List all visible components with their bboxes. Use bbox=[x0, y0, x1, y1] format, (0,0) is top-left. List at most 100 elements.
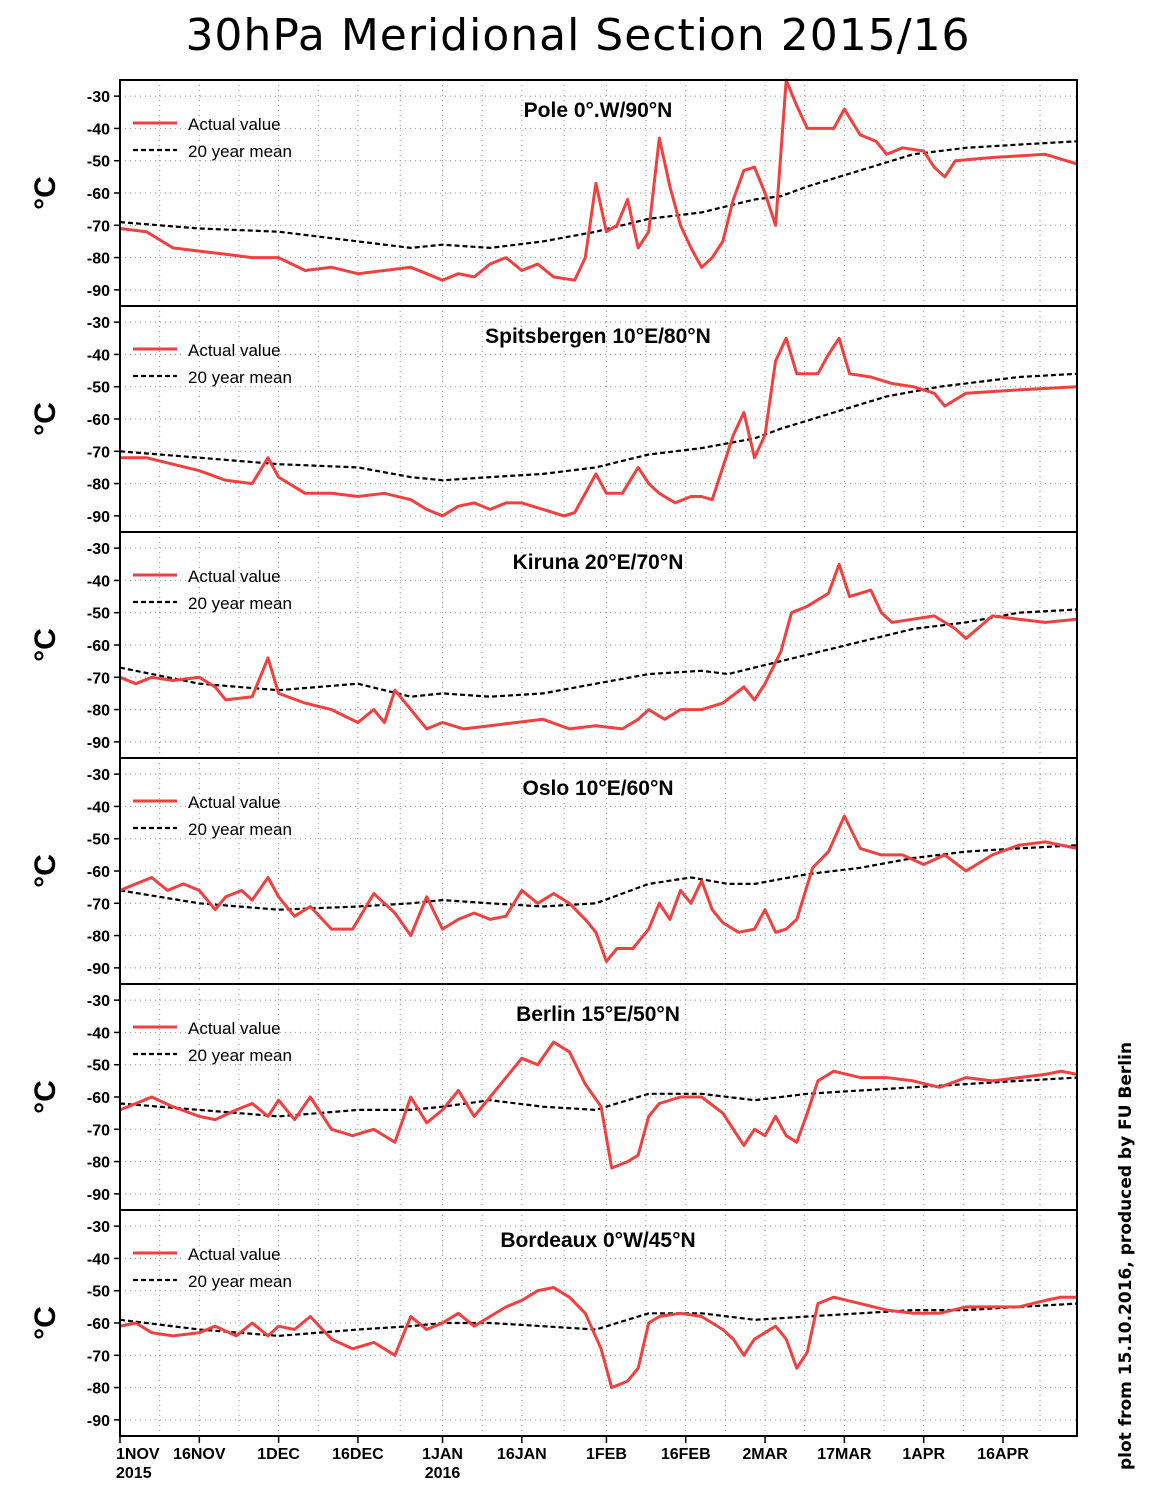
y-tick-label: -50 bbox=[87, 606, 110, 623]
y-tick-label: -80 bbox=[87, 929, 110, 946]
x-tick-label: 16JAN bbox=[497, 1446, 547, 1463]
y-tick-label: -50 bbox=[87, 1284, 110, 1301]
y-tick-label: -70 bbox=[87, 1348, 110, 1365]
y-tick-label: -60 bbox=[87, 1316, 110, 1333]
y-tick-label: -60 bbox=[87, 186, 110, 203]
x-tick-sublabel: 2015 bbox=[116, 1465, 152, 1482]
panel-title: Berlin 15°E/50°N bbox=[516, 1003, 680, 1026]
credit-text: plot from 15.10.2016, produced by FU Ber… bbox=[1116, 1041, 1136, 1470]
y-tick-label: -70 bbox=[87, 444, 110, 461]
y-unit-label: °C bbox=[29, 854, 62, 888]
legend-label-actual: Actual value bbox=[188, 1245, 281, 1264]
y-tick-label: -90 bbox=[87, 1187, 110, 1204]
y-unit-label: °C bbox=[29, 1306, 62, 1340]
legend-label-mean: 20 year mean bbox=[188, 1046, 292, 1065]
series-line-actual bbox=[120, 336, 1078, 518]
y-tick-label: -90 bbox=[87, 1413, 110, 1430]
series-line-actual bbox=[119, 1286, 1077, 1390]
x-tick-sublabel: 2016 bbox=[425, 1465, 461, 1482]
panel-6: -30 -40 -50 -60 -70 -80 -90 °C Actual value 20 ye… bbox=[29, 1209, 1078, 1437]
y-tick-label: -80 bbox=[87, 251, 110, 268]
y-tick-label: -80 bbox=[87, 1155, 110, 1172]
y-tick-label: -70 bbox=[87, 670, 110, 687]
y-tick-label: -50 bbox=[87, 1058, 110, 1075]
y-tick-label: -30 bbox=[87, 1219, 110, 1236]
legend-label-mean: 20 year mean bbox=[188, 142, 292, 161]
panel-title: Bordeaux 0°W/45°N bbox=[500, 1229, 695, 1252]
chart-title: 30hPa Meridional Section 2015/16 bbox=[185, 10, 971, 61]
x-tick-label: 1JAN bbox=[422, 1446, 463, 1463]
legend-label-actual: Actual value bbox=[188, 1019, 281, 1038]
panel-title: Pole 0°.W/90°N bbox=[524, 99, 673, 122]
series-line-actual bbox=[119, 78, 1078, 282]
x-tick-label: 1DEC bbox=[257, 1446, 300, 1463]
legend-label-mean: 20 year mean bbox=[188, 1272, 292, 1291]
panel-2: -30 -40 -50 -60 -70 -80 -90 °C Actual value 20 ye… bbox=[29, 305, 1078, 533]
legend-label-actual: Actual value bbox=[188, 567, 281, 586]
y-tick-label: -40 bbox=[87, 121, 110, 138]
x-tick-label: 17MAR bbox=[817, 1446, 872, 1463]
y-tick-label: -30 bbox=[87, 315, 110, 332]
y-tick-label: -40 bbox=[87, 1025, 110, 1042]
legend-label-mean: 20 year mean bbox=[188, 594, 292, 613]
y-tick-label: -90 bbox=[87, 961, 110, 978]
y-tick-label: -50 bbox=[87, 380, 110, 397]
x-axis: 1NOV 2015 16NOV 1DEC 16DEC 1JAN 2016 16JAN 1FEB 1… bbox=[116, 1436, 1029, 1482]
y-tick-label: -50 bbox=[87, 154, 110, 171]
y-tick-label: -30 bbox=[87, 89, 110, 106]
series-line-mean bbox=[119, 1076, 1078, 1118]
y-tick-label: -90 bbox=[87, 509, 110, 526]
series-line-actual bbox=[119, 814, 1078, 963]
y-tick-label: -30 bbox=[87, 993, 110, 1010]
y-tick-label: -40 bbox=[87, 799, 110, 816]
x-tick-label: 1FEB bbox=[586, 1446, 627, 1463]
series-line-mean bbox=[119, 372, 1078, 482]
panel-frame bbox=[119, 1209, 1078, 1437]
y-unit-label: °C bbox=[29, 176, 62, 210]
legend-label-actual: Actual value bbox=[188, 341, 281, 360]
panel-title: Spitsbergen 10°E/80°N bbox=[485, 325, 711, 348]
y-tick-label: -70 bbox=[87, 896, 110, 913]
y-tick-label: -60 bbox=[87, 638, 110, 655]
y-tick-label: -60 bbox=[87, 864, 110, 881]
legend-label-mean: 20 year mean bbox=[188, 820, 292, 839]
y-tick-label: -90 bbox=[87, 735, 110, 752]
y-tick-label: -80 bbox=[87, 477, 110, 494]
panel-title: Kiruna 20°E/70°N bbox=[513, 551, 684, 574]
y-unit-label: °C bbox=[29, 628, 62, 662]
series-line-mean bbox=[119, 1302, 1078, 1338]
legend-label-actual: Actual value bbox=[188, 115, 281, 134]
y-tick-label: -40 bbox=[87, 573, 110, 590]
y-tick-label: -80 bbox=[87, 1381, 110, 1398]
y-tick-label: -30 bbox=[87, 541, 110, 558]
y-tick-label: -60 bbox=[87, 412, 110, 429]
y-tick-label: -70 bbox=[87, 218, 110, 235]
panel-5: -30 -40 -50 -60 -70 -80 -90 °C Actual value 20 ye… bbox=[29, 983, 1078, 1211]
series-line-actual bbox=[119, 562, 1078, 731]
panel-4: -30 -40 -50 -60 -70 -80 -90 °C Actual value 20 ye… bbox=[29, 757, 1078, 985]
panel-3: -30 -40 -50 -60 -70 -80 -90 °C Actual value 20 ye… bbox=[29, 531, 1078, 759]
y-tick-label: -80 bbox=[87, 703, 110, 720]
panel-title: Oslo 10°E/60°N bbox=[522, 777, 673, 800]
panel-1: -30 -40 -50 -60 -70 -80 -90 °C Actual value 20 ye… bbox=[29, 78, 1078, 307]
y-unit-label: °C bbox=[29, 402, 62, 436]
y-unit-label: °C bbox=[29, 1080, 62, 1114]
y-tick-label: -30 bbox=[87, 767, 110, 784]
legend-label-mean: 20 year mean bbox=[188, 368, 292, 387]
x-tick-label: 16DEC bbox=[332, 1446, 384, 1463]
x-tick-label: 16APR bbox=[977, 1446, 1029, 1463]
x-tick-label: 1APR bbox=[902, 1446, 945, 1463]
x-tick-label: 16NOV bbox=[173, 1446, 226, 1463]
x-tick-label: 16FEB bbox=[661, 1446, 711, 1463]
x-tick-label: 1NOV bbox=[116, 1446, 160, 1463]
y-tick-label: -70 bbox=[87, 1122, 110, 1139]
x-tick-label: 2MAR bbox=[742, 1446, 788, 1463]
y-tick-label: -40 bbox=[87, 1251, 110, 1268]
y-tick-label: -60 bbox=[87, 1090, 110, 1107]
series-line-mean bbox=[119, 844, 1078, 911]
y-tick-label: -40 bbox=[87, 347, 110, 364]
y-tick-label: -50 bbox=[87, 832, 110, 849]
series-line-actual bbox=[119, 1040, 1078, 1170]
legend-label-actual: Actual value bbox=[188, 793, 281, 812]
